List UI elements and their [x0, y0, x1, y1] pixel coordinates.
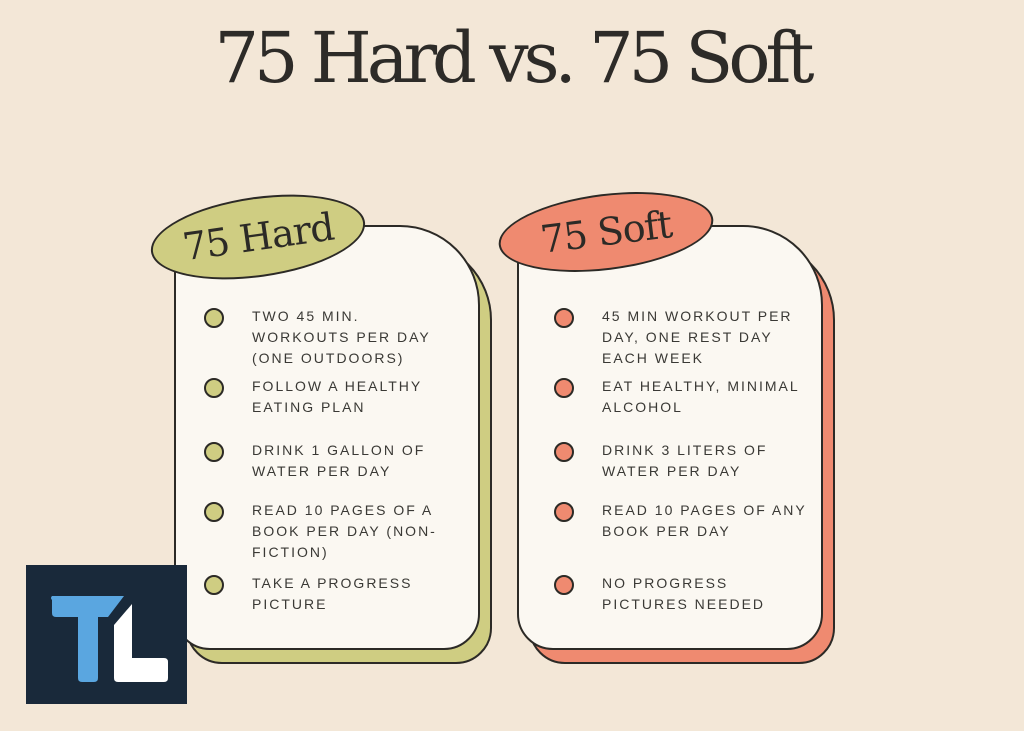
hard-label: 75 Hard [179, 204, 337, 270]
bullet-icon [554, 442, 574, 462]
soft-list-item: No progress pictures needed [554, 573, 812, 615]
soft-list-item: 45 min workout per day, one rest day eac… [554, 306, 812, 369]
bullet-icon [204, 575, 224, 595]
bullet-icon [204, 442, 224, 462]
hard-item-text: Take a progress picture [252, 575, 413, 612]
hard-list-item: Read 10 pages of a book per day (non-fic… [204, 500, 462, 563]
soft-label: 75 Soft [537, 202, 675, 262]
soft-item-text: No progress pictures needed [602, 575, 766, 612]
soft-item-text: Drink 3 liters of water per day [602, 442, 768, 479]
hard-item-text: Follow a healthy eating plan [252, 378, 422, 415]
soft-item-text: 45 min workout per day, one rest day eac… [602, 308, 793, 366]
hard-item-text: Two 45 min. workouts per day (one outdoo… [252, 308, 431, 366]
hard-list-item: Take a progress picture [204, 573, 462, 615]
soft-list-item: Eat healthy, minimal alcohol [554, 376, 812, 418]
hard-item-text: Read 10 pages of a book per day (non-fic… [252, 502, 437, 560]
bullet-icon [554, 378, 574, 398]
hard-list-item: Drink 1 gallon of water per day [204, 440, 462, 482]
soft-item-text: Read 10 pages of any book per day [602, 502, 807, 539]
soft-list-item: Drink 3 liters of water per day [554, 440, 812, 482]
bullet-icon [204, 308, 224, 328]
hard-list-item: Two 45 min. workouts per day (one outdoo… [204, 306, 462, 369]
bullet-icon [554, 575, 574, 595]
bullet-icon [204, 378, 224, 398]
hard-item-text: Drink 1 gallon of water per day [252, 442, 426, 479]
tl-logo [26, 565, 187, 704]
soft-item-text: Eat healthy, minimal alcohol [602, 378, 800, 415]
hard-list-item: Follow a healthy eating plan [204, 376, 462, 418]
tl-logo-icon [51, 596, 168, 682]
bullet-icon [554, 308, 574, 328]
bullet-icon [554, 502, 574, 522]
page-title: 75 Hard vs. 75 Soft [214, 17, 814, 99]
soft-list-item: Read 10 pages of any book per day [554, 500, 812, 542]
bullet-icon [204, 502, 224, 522]
hard-card [174, 225, 480, 650]
